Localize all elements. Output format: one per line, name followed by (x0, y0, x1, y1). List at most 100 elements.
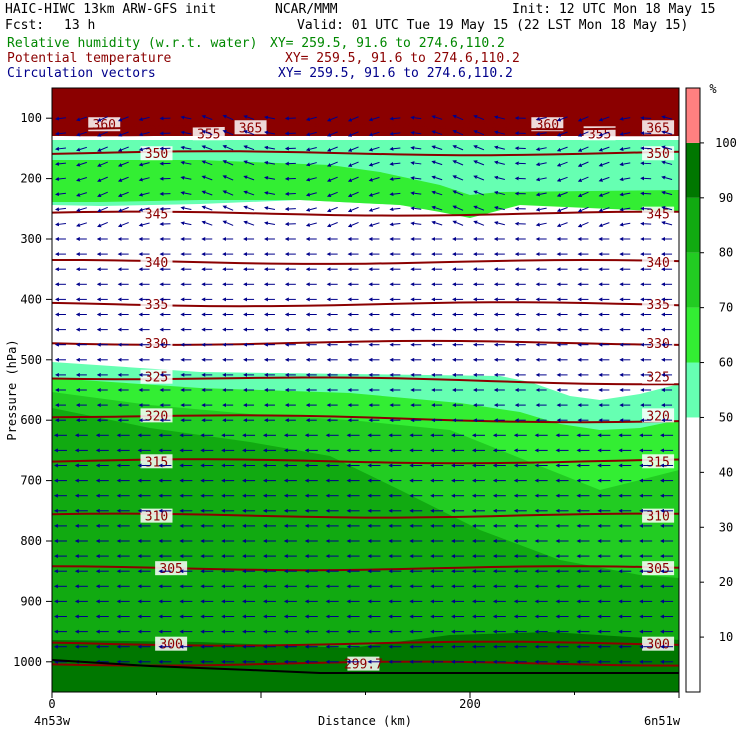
circulation-vector (222, 205, 234, 211)
circulation-vector (619, 162, 631, 167)
theta-label: 300 (646, 638, 669, 653)
circulation-vector (243, 130, 255, 136)
theta-label-bg (642, 408, 675, 423)
field2-label: Potential temperature (7, 51, 172, 66)
circulation-vector (222, 190, 234, 196)
theta-contour-365 (52, 124, 679, 131)
circulation-vector (389, 161, 401, 166)
circulation-vector (661, 145, 673, 150)
circulation-vector (389, 222, 401, 227)
circulation-vector (661, 205, 673, 211)
theta-label-bg (140, 206, 173, 221)
circulation-vector (619, 222, 631, 227)
circulation-vector (138, 207, 150, 212)
circulation-vector (264, 206, 276, 211)
circulation-vector (97, 176, 108, 182)
circulation-vector (452, 129, 464, 136)
circulation-vector (661, 130, 673, 135)
circulation-vector (305, 146, 317, 152)
circulation-vector (243, 220, 255, 226)
circulation-vector (76, 192, 88, 197)
y-tick-label: 600 (20, 413, 42, 427)
circulation-vector (452, 114, 464, 121)
x-start-label: 4n53w (34, 714, 71, 728)
theta-label: 325 (646, 371, 669, 386)
circulation-vector (264, 130, 276, 135)
circulation-vector (431, 115, 443, 120)
circulation-vector (305, 162, 317, 167)
field1-xy: XY= 259.5, 91.6 to 274.6,110.2 (270, 36, 505, 51)
circulation-vector (347, 131, 359, 137)
circulation-vector (138, 147, 150, 152)
circulation-vector (389, 146, 401, 151)
circulation-vector (410, 115, 422, 120)
circulation-vector (452, 220, 464, 226)
colorbar-label: 90 (719, 191, 733, 205)
colorbar-label: 60 (719, 356, 733, 370)
theta-contour-355 (52, 130, 679, 137)
theta-label: 360 (536, 118, 559, 133)
circulation-vector (180, 191, 192, 195)
circulation-vector (54, 222, 67, 227)
circulation-vector (243, 190, 255, 196)
circulation-vector (431, 190, 443, 196)
colorbar-label: 40 (719, 465, 733, 479)
circulation-vector (368, 192, 380, 197)
field3-label: Circulation vectors (7, 66, 156, 81)
circulation-vector (493, 160, 505, 165)
y-axis: 100 200 300 400 500 600 700 800 900 1000 (13, 111, 52, 669)
theta-label: 330 (646, 337, 669, 352)
circulation-vector (54, 116, 67, 121)
circulation-vector (556, 116, 568, 122)
theta-label: 310 (646, 510, 669, 525)
theta-label: 350 (646, 147, 669, 162)
y-tick-label: 100 (20, 111, 42, 125)
circulation-vector (368, 207, 380, 212)
circulation-vector (76, 222, 88, 227)
circulation-vector (556, 161, 568, 167)
circulation-vector (661, 115, 673, 120)
theta-label-bg (140, 408, 173, 423)
circulation-vector (577, 131, 589, 137)
colorbar-segment (686, 197, 700, 253)
rh-band-60-upper (52, 160, 679, 218)
circulation-vector (326, 161, 338, 167)
circulation-vector (117, 176, 129, 182)
circulation-vector (138, 192, 150, 197)
circulation-vector (410, 145, 422, 150)
circulation-vector (76, 177, 88, 182)
circulation-vector (305, 222, 317, 227)
x-axis-label: Distance (km) (318, 714, 412, 728)
circulation-vector (473, 220, 485, 226)
circulation-vector (556, 176, 568, 182)
colorbar-segment (686, 472, 700, 528)
circulation-vector (264, 145, 276, 150)
circulation-vector (473, 190, 485, 196)
circulation-vector (661, 175, 673, 181)
theta-label: 350 (145, 147, 168, 162)
circulation-vector (222, 220, 234, 226)
circulation-vector (180, 206, 192, 211)
theta-label-bg (140, 369, 173, 384)
circulation-vector (180, 175, 192, 180)
circulation-vector (473, 145, 485, 151)
circulation-vector (431, 220, 443, 226)
circulation-vector (54, 146, 67, 151)
circulation-vector (326, 116, 338, 122)
circulation-vector (180, 160, 192, 165)
circulation-vector (180, 145, 192, 150)
y-tick-label: 300 (20, 232, 42, 246)
circulation-vector (368, 161, 380, 167)
valid-time: Valid: 01 UTC Tue 19 May 15 (22 LST Mon … (297, 18, 689, 33)
circulation-vector (452, 205, 464, 211)
colorbar-segment (686, 252, 700, 308)
circulation-vector (201, 160, 213, 166)
circulation-vector (347, 221, 359, 228)
circulation-vector (431, 160, 443, 166)
circulation-vector (577, 206, 589, 213)
circulation-vector (661, 221, 673, 226)
theta-label: 320 (145, 409, 168, 424)
circulation-vector (389, 192, 401, 197)
circulation-vector (76, 131, 88, 137)
circulation-vector (410, 161, 422, 166)
